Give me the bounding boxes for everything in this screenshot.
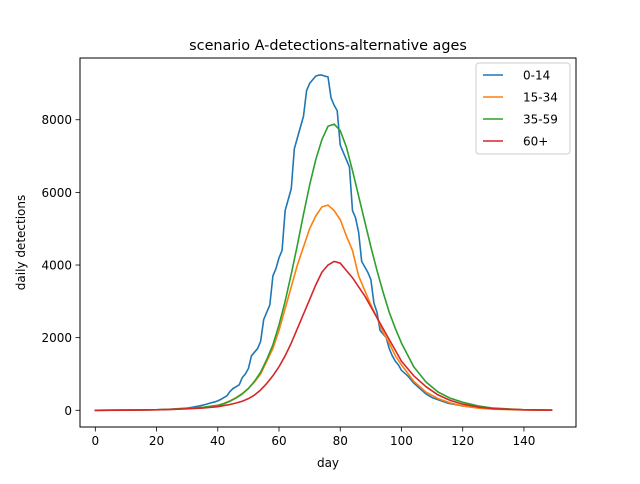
x-tick-label: 60: [271, 434, 286, 448]
x-tick-label: 100: [390, 434, 413, 448]
x-tick-label: 140: [512, 434, 535, 448]
legend-label: 35-59: [523, 113, 558, 127]
x-tick-label: 40: [210, 434, 225, 448]
y-axis: 0 2000 4000 6000 8000: [41, 113, 80, 418]
y-tick-label: 2000: [41, 331, 72, 345]
legend-label: 0-14: [523, 69, 550, 83]
legend: 0-14 15-34 35-59 60+: [475, 62, 571, 155]
series-layer: [94, 74, 553, 412]
x-tick-label: 120: [451, 434, 474, 448]
series-line-35-59: [94, 123, 553, 412]
y-axis-label: daily detections: [14, 195, 28, 290]
y-tick-label: 4000: [41, 259, 72, 273]
chart-title: scenario A-detections-alternative ages: [189, 38, 467, 54]
x-axis: 0 20 40 60 80 100 120 140: [91, 427, 535, 448]
y-tick-label: 8000: [41, 113, 72, 127]
x-tick-label: 80: [333, 434, 348, 448]
y-tick-label: 0: [64, 404, 72, 418]
x-tick-label: 0: [91, 434, 99, 448]
x-tick-label: 20: [149, 434, 164, 448]
plot-frame: [79, 57, 577, 428]
series-line-0-14: [94, 74, 553, 412]
legend-box: [475, 62, 571, 155]
y-tick-label: 6000: [41, 186, 72, 200]
legend-label: 60+: [523, 135, 548, 149]
x-axis-label: day: [317, 456, 339, 470]
series-line-60-plus: [94, 260, 553, 412]
legend-label: 15-34: [523, 91, 558, 105]
